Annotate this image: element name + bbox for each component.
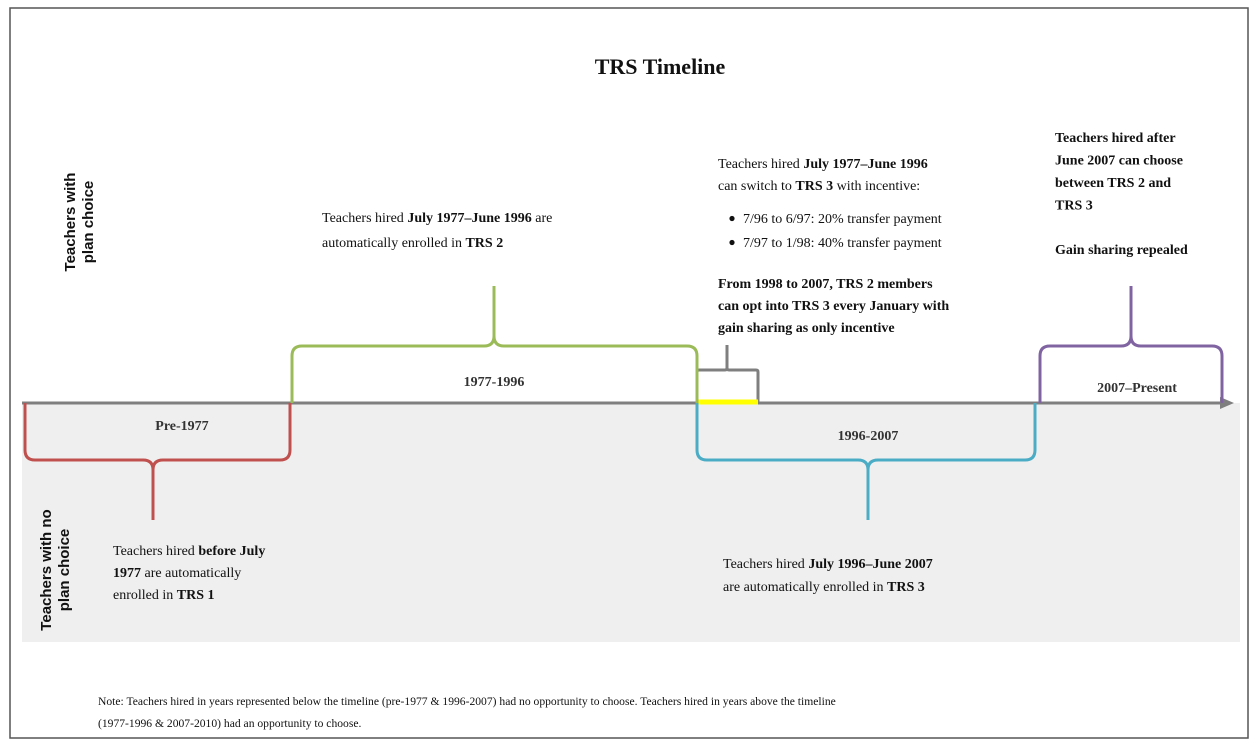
text-run: Gain sharing repealed	[1055, 243, 1188, 258]
text-run: between TRS 2 and	[1055, 176, 1171, 191]
description-line: Teachers hired July 1977–June 1996 are	[322, 211, 552, 226]
side-label: plan choice	[56, 529, 73, 612]
description-line: 1977 are automatically	[113, 566, 241, 581]
description-line: are automatically enrolled in TRS 3	[723, 580, 925, 595]
text-run: enrolled in	[113, 588, 177, 603]
period-label: 1977-1996	[464, 375, 525, 390]
description-line: can switch to TRS 3 with incentive:	[718, 179, 920, 194]
text-run: 1977	[113, 566, 141, 581]
bullet	[729, 239, 735, 246]
text-run: Teachers hired	[723, 557, 808, 572]
period-brace	[23, 403, 292, 520]
description-line: Teachers hired before July	[113, 544, 265, 559]
bullet-text: 7/97 to 1/98: 40% transfer payment	[743, 236, 942, 251]
description-line: Teachers hired after	[1055, 131, 1176, 146]
description-line: TRS 3	[1055, 199, 1093, 214]
text-run: TRS 2	[465, 236, 503, 251]
note-line: (1977-1996 & 2007-2010) had an opportuni…	[98, 717, 361, 730]
text-run: are	[532, 211, 553, 226]
text-run: gain sharing as only incentive	[718, 321, 895, 336]
side-label: plan choice	[80, 181, 97, 264]
side-label: Teachers with no	[38, 509, 55, 630]
text-run: with incentive:	[833, 179, 920, 194]
text-run: Teachers hired	[322, 211, 407, 226]
text-run: TRS 1	[177, 588, 215, 603]
period-label: Pre-1977	[155, 419, 208, 434]
text-run: Teachers hired	[718, 157, 803, 172]
period-label: 1996-2007	[838, 429, 899, 444]
description-line: automatically enrolled in TRS 2	[322, 236, 503, 251]
description-line: Gain sharing repealed	[1055, 243, 1188, 258]
text-run: June 2007 can choose	[1055, 154, 1183, 169]
description-line: can opt into TRS 3 every January with	[718, 299, 949, 314]
text-run: automatically enrolled in	[322, 236, 465, 251]
bullet	[729, 215, 735, 222]
description-line: From 1998 to 2007, TRS 2 members	[718, 277, 933, 292]
no-choice-area	[22, 403, 1240, 642]
text-run: can opt into TRS 3 every January with	[718, 299, 949, 314]
text-run: TRS 3	[1055, 199, 1093, 214]
description-line: gain sharing as only incentive	[718, 321, 895, 336]
period-brace	[695, 403, 1037, 520]
text-run: From 1998 to 2007, TRS 2 members	[718, 277, 933, 292]
text-run: are automatically	[141, 566, 241, 581]
text-run: are automatically enrolled in	[723, 580, 887, 595]
description-line: June 2007 can choose	[1055, 154, 1183, 169]
description-line: Teachers hired July 1996–June 2007	[723, 557, 933, 572]
text-run: July 1977–June 1996	[803, 157, 927, 172]
text-run: Teachers hired after	[1055, 131, 1176, 146]
text-run: TRS 3	[795, 179, 833, 194]
description-line: between TRS 2 and	[1055, 176, 1171, 191]
description-line: enrolled in TRS 1	[113, 588, 215, 603]
period-brace	[290, 286, 699, 403]
title: TRS Timeline	[595, 54, 726, 79]
text-run: before July	[198, 544, 265, 559]
period-brace	[1038, 286, 1224, 403]
note-line: Note: Teachers hired in years represente…	[98, 695, 836, 708]
text-run: TRS 3	[887, 580, 925, 595]
text-run: can switch to	[718, 179, 795, 194]
text-run: July 1996–June 2007	[808, 557, 932, 572]
description-line: Teachers hired July 1977–June 1996	[718, 157, 928, 172]
period-label: 2007–Present	[1097, 381, 1177, 396]
text-run: July 1977–June 1996	[407, 211, 531, 226]
side-label: Teachers with	[62, 173, 79, 272]
bullet-text: 7/96 to 6/97: 20% transfer payment	[743, 212, 942, 227]
text-run: Teachers hired	[113, 544, 198, 559]
